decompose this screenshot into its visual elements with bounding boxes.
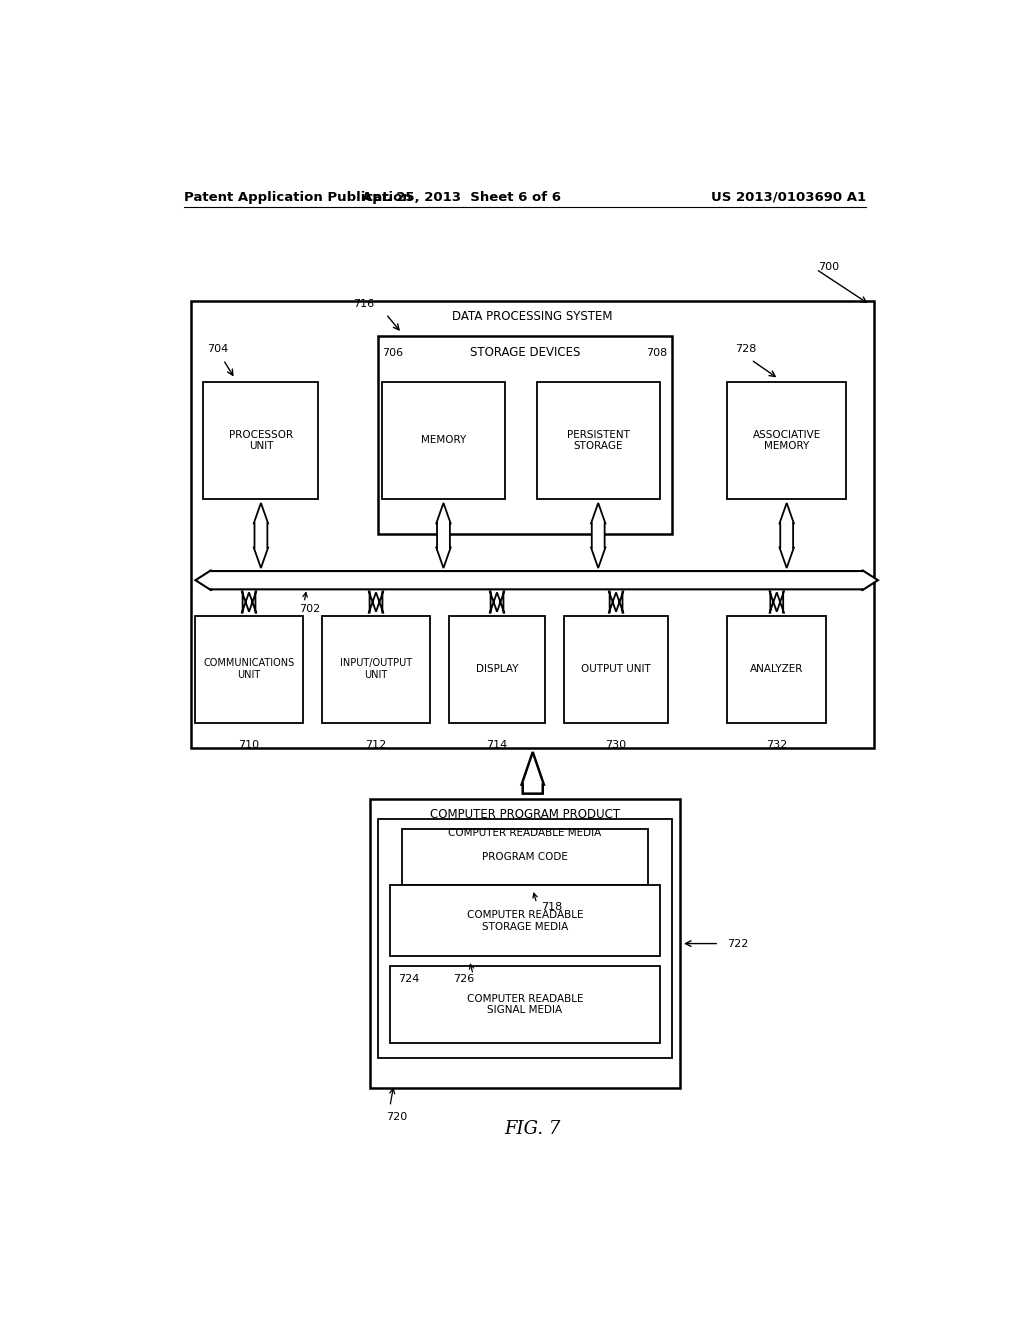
Polygon shape — [521, 752, 544, 793]
Text: PROCESSOR
UNIT: PROCESSOR UNIT — [229, 429, 293, 451]
Text: 718: 718 — [541, 903, 562, 912]
Text: 720: 720 — [386, 1111, 408, 1122]
Polygon shape — [196, 570, 878, 590]
Text: DATA PROCESSING SYSTEM: DATA PROCESSING SYSTEM — [453, 310, 613, 323]
Text: 722: 722 — [727, 939, 749, 949]
Polygon shape — [369, 591, 383, 612]
Text: 708: 708 — [646, 347, 668, 358]
Polygon shape — [242, 591, 256, 612]
Bar — [390, 966, 659, 1043]
Text: 702: 702 — [299, 603, 319, 614]
Text: ANALYZER: ANALYZER — [751, 664, 804, 675]
Text: 700: 700 — [818, 263, 840, 272]
Text: Patent Application Publication: Patent Application Publication — [183, 190, 412, 203]
Text: 714: 714 — [486, 741, 508, 750]
Text: COMPUTER PROGRAM PRODUCT: COMPUTER PROGRAM PRODUCT — [430, 808, 620, 821]
Text: COMPUTER READABLE MEDIA: COMPUTER READABLE MEDIA — [449, 828, 601, 838]
Bar — [727, 381, 846, 499]
Bar — [564, 615, 668, 722]
Text: 724: 724 — [397, 974, 419, 983]
Text: 728: 728 — [735, 345, 757, 355]
Bar — [378, 337, 672, 535]
Polygon shape — [591, 503, 605, 568]
Text: 712: 712 — [366, 741, 387, 750]
Polygon shape — [770, 591, 784, 612]
Text: 706: 706 — [382, 347, 403, 358]
Bar — [204, 381, 318, 499]
Text: COMMUNICATIONS
UNIT: COMMUNICATIONS UNIT — [204, 659, 295, 680]
Bar — [378, 818, 672, 1057]
Bar — [537, 381, 659, 499]
Bar — [450, 615, 545, 722]
Bar — [323, 615, 430, 722]
Polygon shape — [779, 503, 794, 568]
Text: STORAGE DEVICES: STORAGE DEVICES — [470, 346, 580, 359]
Text: INPUT/OUTPUT
UNIT: INPUT/OUTPUT UNIT — [340, 659, 412, 680]
Text: 732: 732 — [766, 741, 787, 750]
Polygon shape — [609, 591, 624, 612]
Bar — [382, 381, 505, 499]
Bar — [196, 615, 303, 722]
Text: 704: 704 — [207, 345, 228, 355]
Text: 726: 726 — [454, 974, 475, 983]
Polygon shape — [254, 503, 268, 568]
Text: DISPLAY: DISPLAY — [476, 664, 518, 675]
Text: US 2013/0103690 A1: US 2013/0103690 A1 — [711, 190, 866, 203]
Text: 730: 730 — [605, 741, 627, 750]
Text: COMPUTER READABLE
SIGNAL MEDIA: COMPUTER READABLE SIGNAL MEDIA — [467, 994, 583, 1015]
Polygon shape — [436, 503, 451, 568]
Text: Apr. 25, 2013  Sheet 6 of 6: Apr. 25, 2013 Sheet 6 of 6 — [361, 190, 561, 203]
Polygon shape — [489, 591, 504, 612]
Text: COMPUTER READABLE
STORAGE MEDIA: COMPUTER READABLE STORAGE MEDIA — [467, 909, 583, 932]
Bar — [390, 886, 659, 956]
Bar — [370, 799, 680, 1089]
Text: 710: 710 — [239, 741, 260, 750]
Text: FIG. 7: FIG. 7 — [505, 1121, 561, 1138]
Bar — [727, 615, 826, 722]
Text: OUTPUT UNIT: OUTPUT UNIT — [582, 664, 651, 675]
Text: 716: 716 — [353, 298, 374, 309]
Text: ASSOCIATIVE
MEMORY: ASSOCIATIVE MEMORY — [753, 429, 821, 451]
Bar — [401, 829, 648, 886]
Text: PERSISTENT
STORAGE: PERSISTENT STORAGE — [566, 429, 630, 451]
Bar — [191, 301, 873, 748]
Text: MEMORY: MEMORY — [421, 436, 466, 445]
Text: PROGRAM CODE: PROGRAM CODE — [482, 853, 567, 862]
